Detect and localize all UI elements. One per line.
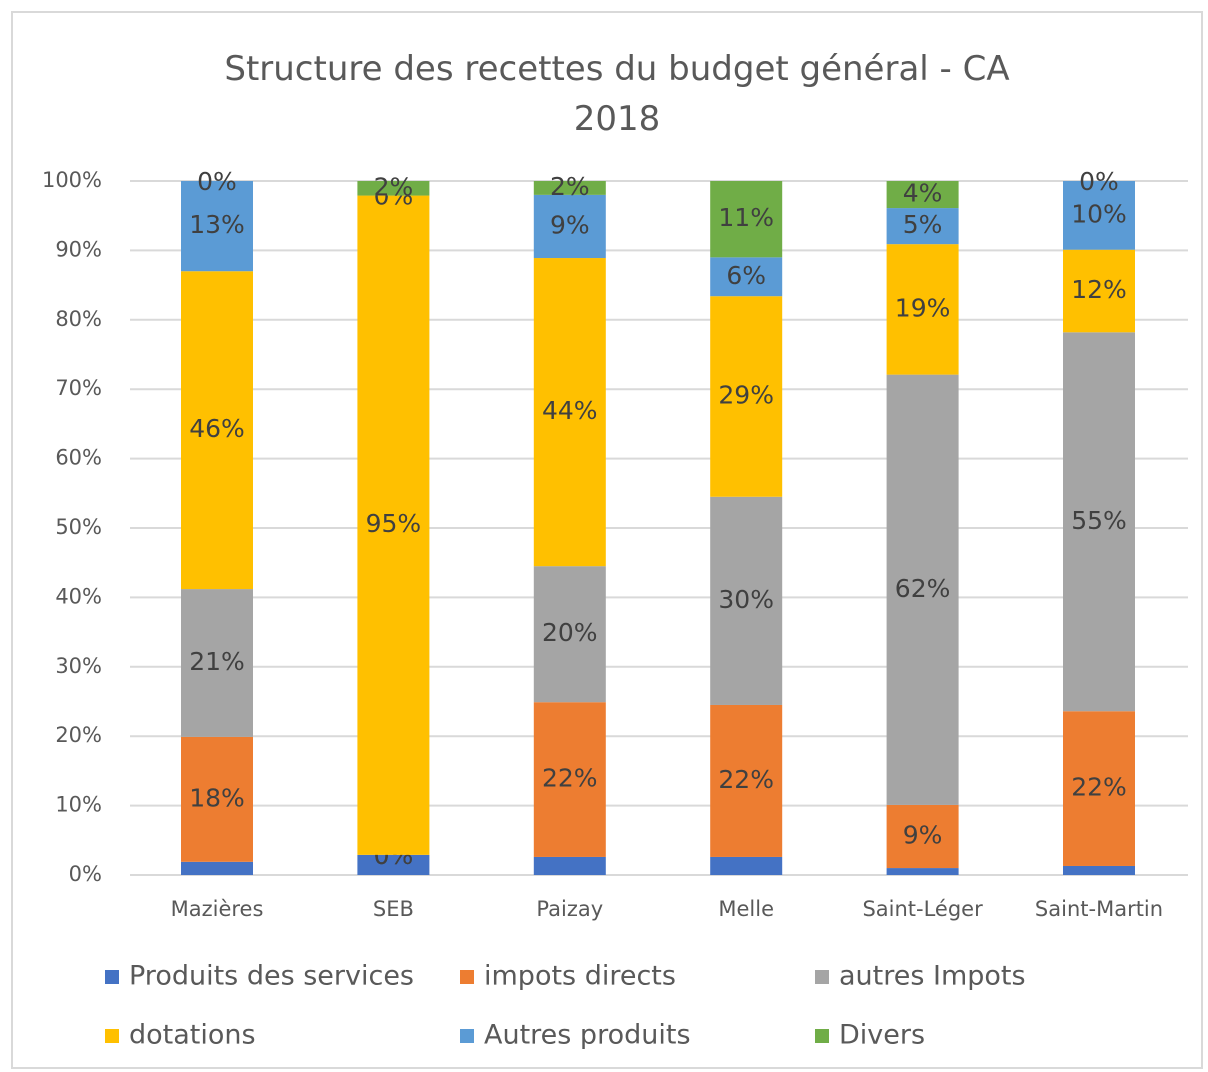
bar-segment — [181, 736, 253, 862]
bar-segment — [533, 258, 606, 567]
legend-swatch — [105, 1029, 119, 1043]
data-label: 11% — [718, 203, 774, 232]
bar-segment — [357, 181, 430, 196]
bar-segment — [181, 181, 253, 272]
bar-segment — [886, 804, 959, 869]
bar-segment — [533, 566, 606, 703]
legend-swatch — [105, 970, 119, 984]
data-label: 55% — [1071, 506, 1127, 535]
data-label: 20% — [542, 618, 598, 647]
bar-segment — [886, 374, 959, 805]
bar-segment — [1063, 181, 1135, 250]
legend-label: impots directs — [484, 961, 676, 992]
data-label: 21% — [189, 647, 245, 676]
data-label: 30% — [718, 585, 774, 614]
y-tick-label: 50% — [55, 515, 102, 539]
x-tick-label: Mazières — [171, 897, 264, 921]
legend-label: autres Impots — [839, 961, 1026, 992]
bar-segment — [886, 868, 959, 875]
data-label: 2% — [550, 172, 590, 201]
y-tick-label: 10% — [55, 793, 102, 817]
legend-label: Divers — [839, 1020, 925, 1051]
legend-swatch — [460, 970, 474, 984]
data-label: 95% — [366, 509, 422, 538]
data-label: 46% — [189, 414, 245, 443]
bar-segment — [533, 702, 606, 857]
bar-segment — [886, 181, 959, 209]
legend-swatch — [815, 970, 829, 984]
data-label: 5% — [903, 210, 943, 239]
legend-label: dotations — [129, 1020, 256, 1051]
legend-swatch — [460, 1029, 474, 1043]
bar-segment — [710, 181, 783, 258]
legend-swatch — [815, 1029, 829, 1043]
data-label: 2% — [374, 172, 414, 201]
data-label: 22% — [542, 764, 598, 793]
bar-segment — [533, 194, 606, 259]
bar-segment — [1063, 865, 1135, 875]
bar-segment — [533, 856, 606, 875]
data-label: 6% — [726, 261, 766, 290]
data-label: 18% — [189, 783, 245, 812]
y-tick-label: 0% — [69, 862, 102, 886]
data-label: 29% — [718, 380, 774, 409]
data-label: 4% — [903, 179, 943, 208]
data-label: 13% — [189, 210, 245, 239]
data-label: 0% — [1079, 167, 1119, 196]
data-label: 22% — [718, 765, 774, 794]
bar-segment — [1063, 249, 1135, 333]
data-label: 10% — [1071, 199, 1127, 228]
bar-segment — [710, 496, 783, 705]
y-tick-label: 30% — [55, 654, 102, 678]
data-label: 22% — [1071, 773, 1127, 802]
x-tick-label: Saint-Martin — [1035, 897, 1163, 921]
bar-segment — [357, 195, 430, 855]
bar-segment — [181, 589, 253, 737]
bar-segment — [886, 208, 959, 245]
bar-segment — [886, 244, 959, 375]
data-label: 9% — [903, 820, 943, 849]
bar-segment — [710, 257, 783, 297]
data-label: 12% — [1071, 275, 1127, 304]
x-tick-label: Melle — [718, 897, 774, 921]
y-tick-label: 40% — [55, 584, 102, 608]
x-tick-label: Paizay — [536, 897, 603, 921]
bar-segment — [357, 854, 430, 875]
y-tick-label: 90% — [55, 237, 102, 261]
bar-segment — [710, 296, 783, 497]
data-label: 9% — [550, 210, 590, 239]
bar-segment — [181, 861, 253, 875]
bar-segment — [710, 704, 783, 857]
legend-label: Produits des services — [129, 961, 414, 992]
bar-segment — [181, 271, 253, 590]
data-label: 0% — [197, 167, 237, 196]
x-tick-label: SEB — [373, 897, 414, 921]
y-tick-label: 60% — [55, 446, 102, 470]
bar-segment — [710, 856, 783, 875]
bar-segment — [533, 181, 606, 195]
data-label: 44% — [542, 396, 598, 425]
y-tick-label: 20% — [55, 723, 102, 747]
y-tick-label: 80% — [55, 307, 102, 331]
y-tick-label: 70% — [55, 376, 102, 400]
bar-segment — [1063, 711, 1135, 866]
legend-label: Autres produits — [484, 1020, 691, 1051]
y-tick-label: 100% — [42, 168, 102, 192]
data-label: 62% — [895, 574, 951, 603]
x-tick-label: Saint-Léger — [862, 897, 983, 921]
bar-segment — [1063, 332, 1135, 712]
data-label: 19% — [895, 293, 951, 322]
chart-title: Structure des recettes du budget général… — [224, 49, 1009, 139]
